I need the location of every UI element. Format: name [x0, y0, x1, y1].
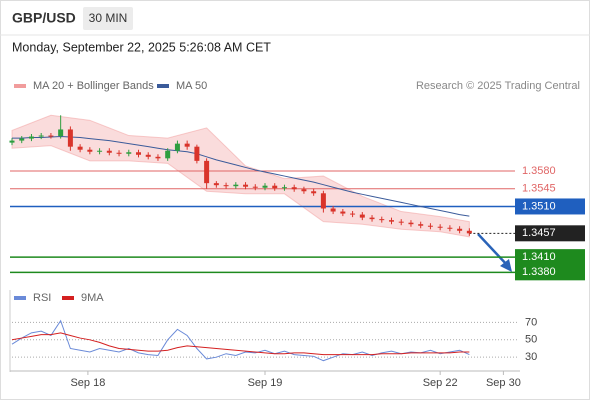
- candle-body: [369, 217, 375, 220]
- candle-body: [379, 219, 385, 221]
- forecast-arrow: [477, 233, 509, 267]
- candle-body: [48, 135, 54, 137]
- candle-body: [213, 183, 219, 186]
- candle-body: [58, 129, 64, 137]
- symbol: GBP/USD: [12, 10, 76, 26]
- indicator-line: [11, 319, 470, 362]
- legend-label: MA 50: [176, 80, 207, 92]
- candle-body: [447, 227, 453, 229]
- candle-body: [174, 143, 180, 151]
- candle-body: [194, 146, 200, 161]
- candle-body: [359, 214, 365, 218]
- x-tick-label: Sep 22: [423, 377, 458, 389]
- candle-body: [155, 156, 161, 159]
- level-box: [515, 249, 585, 266]
- y-tick-label: 30: [525, 351, 537, 363]
- forecast-arrowhead: [500, 259, 512, 272]
- timestamp: Monday, September 22, 2025 5:26:08 AM CE…: [12, 40, 271, 54]
- y-tick-label: 70: [525, 316, 537, 328]
- interval-badge: [83, 7, 133, 30]
- x-tick-label: Sep 18: [70, 377, 105, 389]
- candle-body: [165, 150, 171, 159]
- candle-body: [291, 187, 297, 190]
- level-label: 1.3580: [522, 165, 556, 177]
- legend-swatch: [62, 296, 74, 300]
- candle-body: [389, 220, 394, 222]
- candle-body: [38, 135, 44, 137]
- candle-body: [272, 185, 278, 189]
- candle-body: [427, 225, 433, 227]
- candle-body: [457, 228, 463, 231]
- candle-body: [106, 150, 112, 153]
- legend-swatch: [157, 84, 169, 88]
- level-box: [515, 264, 585, 281]
- level-label: 1.3457: [522, 227, 556, 239]
- candle-body: [398, 221, 404, 223]
- legend-label: RSI: [33, 292, 51, 304]
- candle-body: [252, 186, 258, 188]
- candle-body: [320, 193, 326, 209]
- level-label: 1.3510: [522, 200, 556, 212]
- candle-body: [28, 136, 34, 139]
- candle-body: [437, 226, 443, 228]
- legend-label: MA 20 + Bollinger Bands: [33, 80, 154, 92]
- candle-body: [97, 150, 103, 152]
- candle-body: [350, 213, 356, 215]
- candle-body: [262, 185, 268, 188]
- candle-body: [145, 154, 151, 157]
- ma-line: [12, 136, 470, 217]
- candle-body: [9, 140, 15, 143]
- interval: 30 MIN: [89, 11, 128, 25]
- candle-body: [311, 191, 317, 194]
- level-box: [515, 198, 585, 215]
- legend-swatch: [14, 296, 26, 300]
- legend-swatch: [14, 84, 26, 88]
- candle-body: [418, 224, 424, 226]
- candle-body: [466, 230, 472, 234]
- candle-body: [281, 187, 287, 189]
- candle-body: [408, 222, 414, 225]
- candle-body: [223, 185, 229, 187]
- candle-body: [330, 208, 336, 212]
- candle-body: [77, 146, 83, 150]
- candle-body: [301, 189, 307, 192]
- level-label: 1.3410: [522, 251, 556, 263]
- candle-body: [233, 184, 239, 187]
- x-tick-label: Sep 30: [486, 377, 521, 389]
- legend-label: 9MA: [81, 292, 104, 304]
- candle-body: [243, 184, 249, 187]
- y-tick-label: 50: [525, 334, 537, 346]
- candle-body: [136, 152, 141, 155]
- candle-body: [116, 152, 122, 154]
- candle-body: [340, 211, 346, 214]
- candle-body: [19, 138, 25, 141]
- candle-body: [126, 152, 132, 154]
- level-label: 1.3380: [522, 266, 556, 278]
- level-label: 1.3545: [522, 183, 556, 195]
- candle-body: [87, 149, 93, 152]
- indicator-line: [11, 332, 470, 356]
- candle-body: [204, 160, 210, 184]
- level-box: [515, 225, 585, 242]
- x-tick-label: Sep 19: [248, 377, 283, 389]
- candle-body: [67, 129, 73, 147]
- credit: Research © 2025 Trading Central: [416, 80, 580, 92]
- candle-body: [184, 143, 190, 147]
